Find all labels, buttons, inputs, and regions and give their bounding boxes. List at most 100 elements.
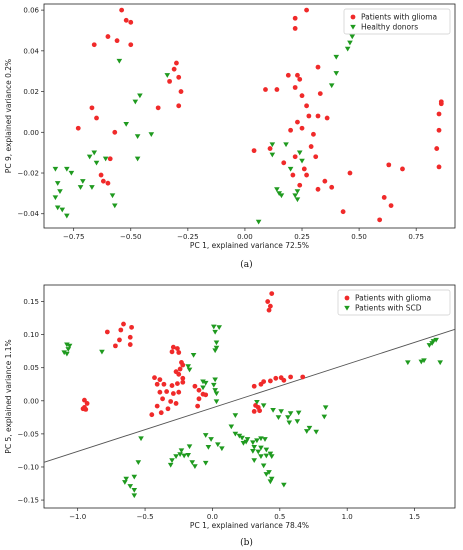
data-point [437,360,443,366]
data-point [421,358,427,364]
data-point [167,78,172,84]
data-point [77,185,84,190]
data-point [267,303,273,309]
data-point [267,146,273,151]
data-point [202,380,209,386]
y-axis-title: PC 5, explained variance 1.1% [4,339,13,453]
data-point [438,101,444,107]
data-point [176,74,182,80]
data-point [117,337,122,343]
data-point [122,480,128,485]
data-point [296,150,303,156]
data-point [328,83,335,89]
x-tick-label: 0.75 [408,233,424,241]
data-point [267,378,273,384]
data-point [288,374,293,380]
data-point [112,129,118,135]
data-point [278,409,284,415]
data-point [173,454,179,460]
data-point [174,60,179,66]
data-point [80,179,86,184]
data-point [301,166,307,172]
data-point [315,64,321,70]
x-axis-title: PC 1, explained variance 78.4% [190,521,309,530]
series-comparison [61,324,443,499]
x-tick-label: 1.5 [409,513,420,521]
data-point [80,406,86,412]
data-point [269,142,276,148]
data-point [177,366,183,372]
data-point [109,193,116,199]
data-point [57,189,63,195]
y-tick-label: 0.15 [23,298,39,306]
data-point [105,180,111,186]
y-tick-label: 0.00 [23,129,39,137]
data-point [251,445,258,450]
data-point [119,7,125,13]
data-point [202,460,209,466]
data-point [157,389,163,395]
data-point [268,476,275,482]
data-point [315,186,321,192]
y-tick-label: −0.04 [18,210,40,218]
data-point [212,348,218,354]
data-point [123,476,129,482]
data-point [176,389,182,395]
data-point [65,347,72,352]
data-point [324,115,330,121]
data-point [299,125,305,131]
data-point [91,42,97,48]
data-point [267,451,274,457]
data-point [255,449,262,455]
data-point [297,182,303,188]
y-tick-label: −0.10 [18,463,39,471]
data-point [164,73,171,78]
data-point [104,329,110,335]
data-point [266,470,272,475]
data-point [251,383,257,389]
data-point [68,170,75,176]
data-point [285,415,291,421]
data-point [269,291,275,297]
legend-marker [350,14,356,20]
data-point [178,448,185,454]
data-point [400,166,405,172]
data-point [170,344,176,350]
data-point [64,351,70,357]
data-point [170,391,176,396]
data-point [251,408,257,414]
data-point [260,463,267,469]
data-point [251,458,258,464]
data-point [129,324,134,330]
data-point [86,154,93,160]
data-point [232,413,239,419]
data-point [263,453,270,459]
data-point [215,442,221,448]
data-point [294,419,301,424]
data-point [190,353,197,358]
data-point [268,454,275,460]
data-point [299,93,305,99]
data-point [213,345,220,351]
x-tick-label: −1.0 [69,513,86,521]
data-point [152,375,157,381]
data-point [116,58,123,64]
data-point [292,26,298,31]
data-point [436,164,442,170]
data-point [243,439,249,445]
data-point [186,367,193,373]
data-point [175,346,180,351]
data-point [228,424,235,430]
data-point [66,343,73,349]
data-point [304,7,309,13]
data-point [250,448,256,454]
data-point [287,166,294,172]
data-point [232,431,239,437]
data-point [210,382,217,388]
y-axis-title: PC 9, explained variance 0.2% [4,59,13,173]
data-point [263,472,270,477]
data-point [127,484,134,489]
data-point [169,383,175,388]
data-point [436,127,442,133]
